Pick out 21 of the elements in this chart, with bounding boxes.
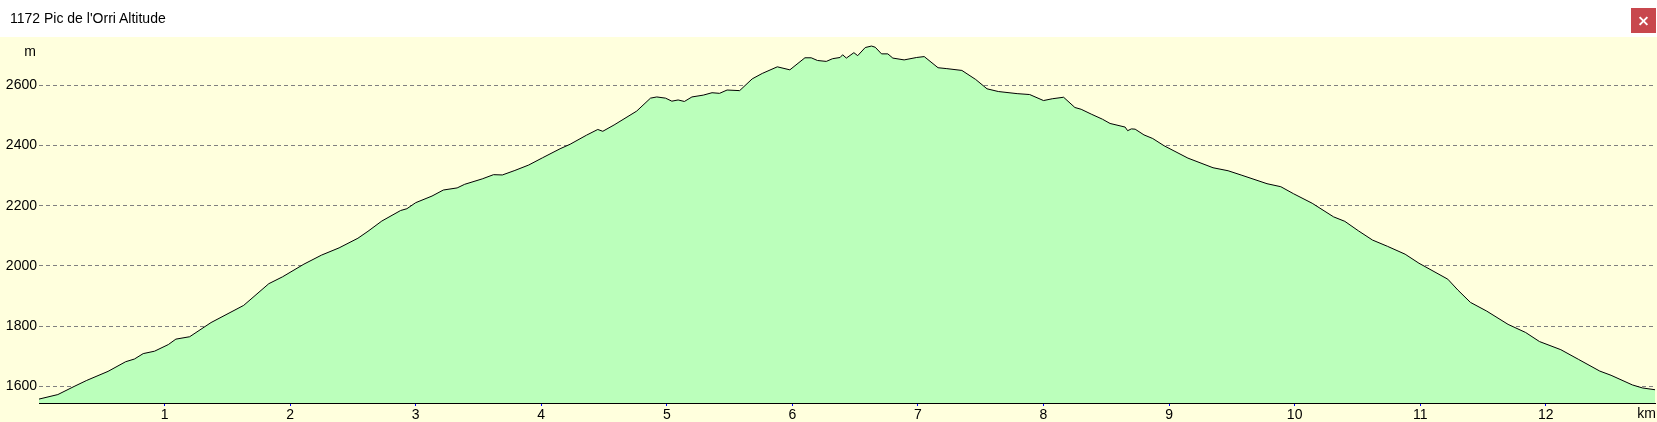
y-tick-label: 2400: [5, 136, 38, 153]
x-tick-label: 11: [1412, 406, 1428, 422]
x-tick-label: 9: [1165, 406, 1174, 422]
y-tick-label: 2200: [5, 196, 38, 213]
x-tick-label: 12: [1537, 406, 1554, 422]
chart-title: 1172 Pic de l'Orri Altitude: [10, 9, 166, 28]
y-axis-title: m: [24, 42, 36, 59]
x-tick-label: 3: [411, 406, 420, 422]
y-tick-label: 1600: [5, 377, 38, 394]
x-tick-label: 5: [662, 406, 671, 422]
x-tick-label: 8: [1039, 406, 1048, 422]
y-tick-label: 2000: [5, 256, 38, 273]
x-axis-title: km: [1637, 404, 1656, 421]
x-tick-label: 2: [286, 406, 295, 422]
y-tick-label: 1800: [5, 317, 38, 334]
y-tick-label: 2600: [5, 76, 38, 93]
x-tick-label: 6: [788, 406, 797, 422]
x-tick-label: 10: [1286, 406, 1303, 422]
x-tick-label: 4: [537, 406, 546, 422]
x-tick-label: 1: [160, 406, 169, 422]
x-tick-label: 7: [914, 406, 923, 422]
